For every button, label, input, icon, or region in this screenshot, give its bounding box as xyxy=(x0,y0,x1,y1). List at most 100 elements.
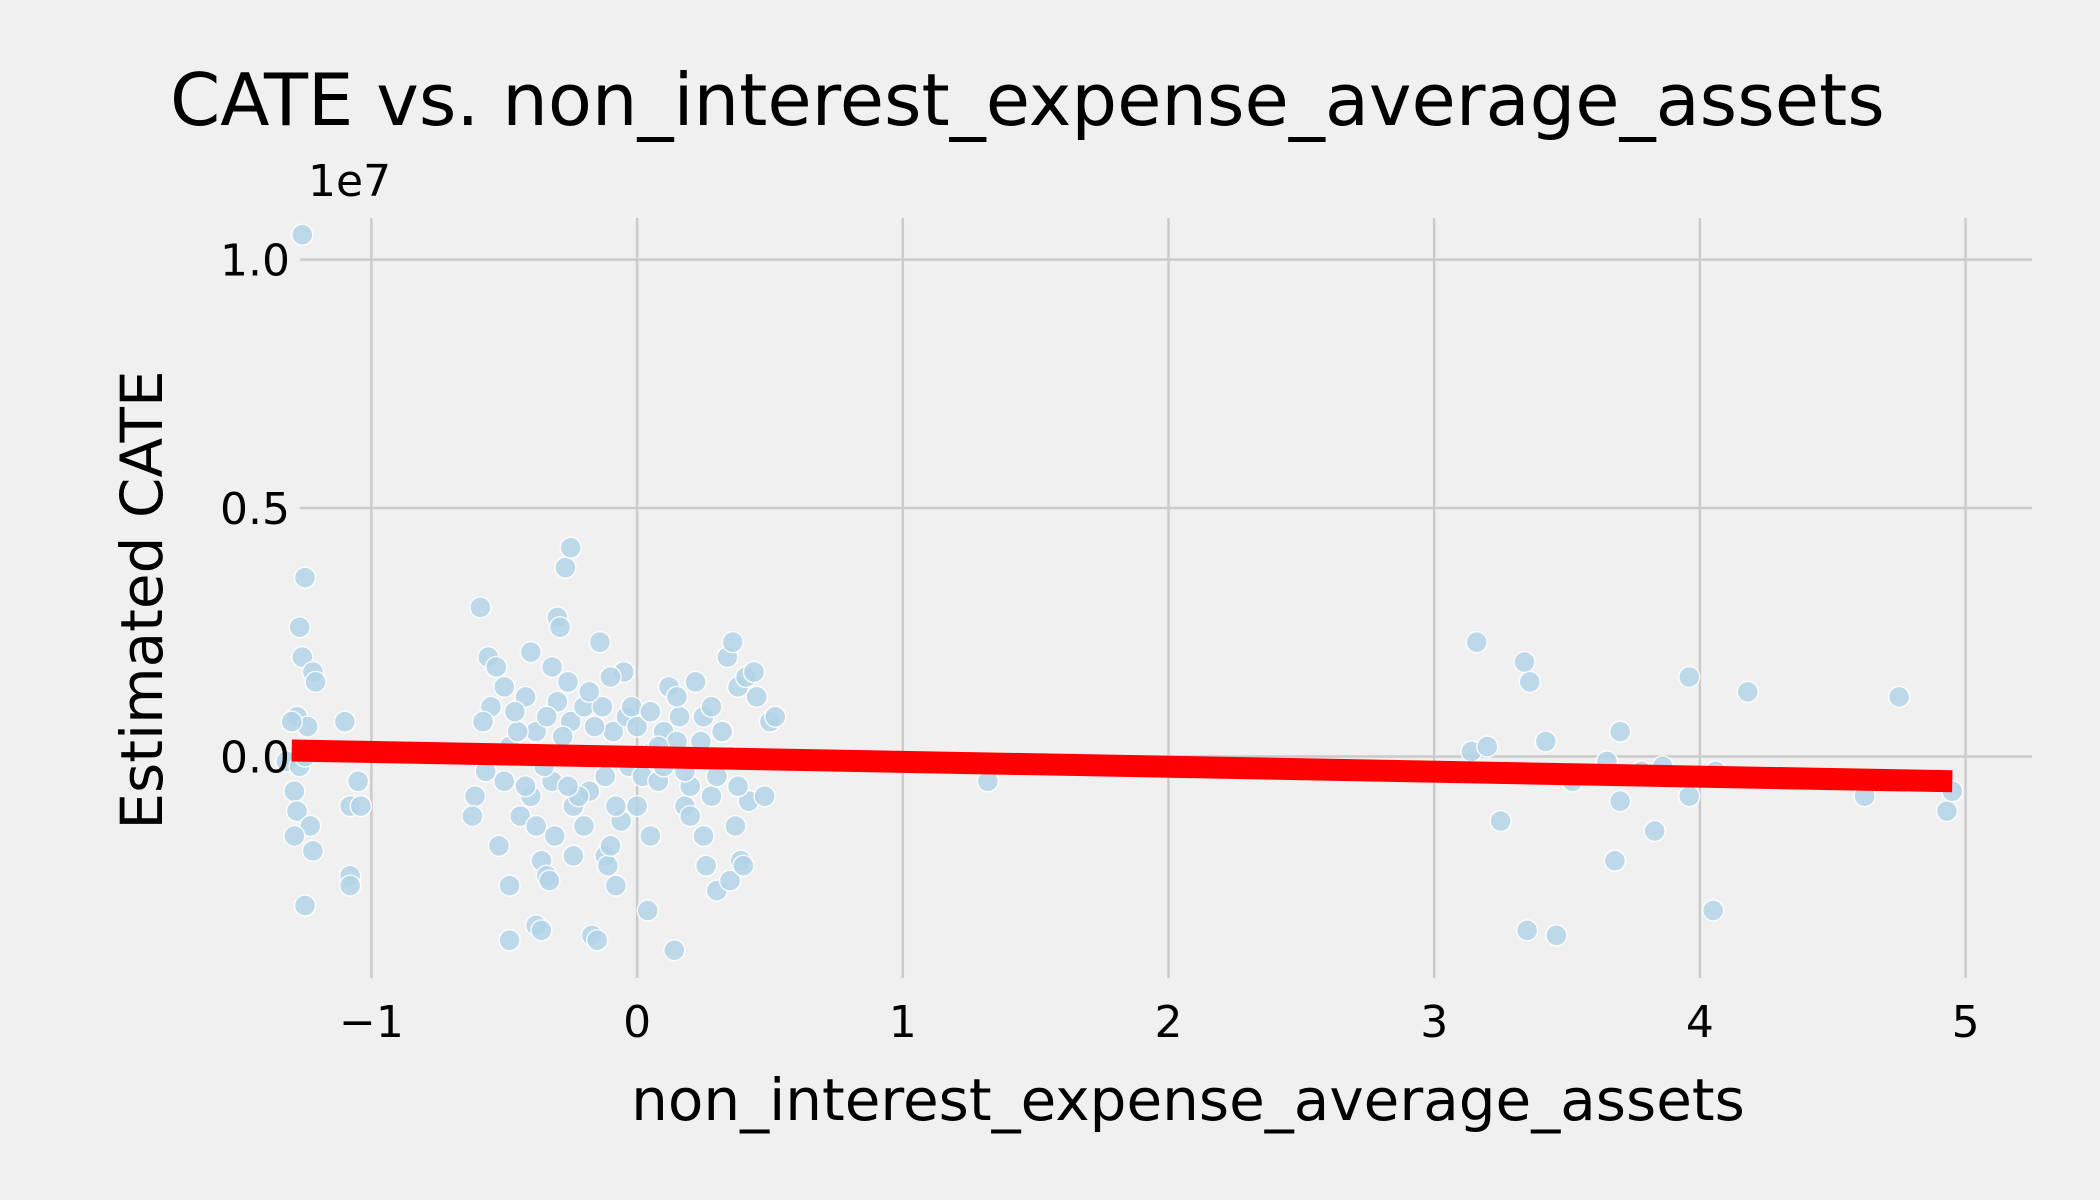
scatter-point xyxy=(538,869,561,892)
scatter-point xyxy=(469,596,492,619)
scatter-point xyxy=(540,655,564,679)
scatter-point xyxy=(742,660,766,684)
scatter-point xyxy=(1608,789,1632,813)
scatter-point xyxy=(485,655,508,679)
scatter-point xyxy=(599,665,622,689)
scatter-point xyxy=(471,710,495,733)
scatter-point xyxy=(1476,735,1499,758)
scatter-point xyxy=(572,814,596,838)
scatter-point xyxy=(668,705,691,728)
chart-title: CATE vs. non_interest_expense_average_as… xyxy=(170,58,1885,142)
scatter-point xyxy=(1887,685,1911,709)
scatter-point xyxy=(514,775,537,798)
scatter-point xyxy=(503,700,527,723)
scatter-point xyxy=(1489,809,1512,833)
y-tick-label: 0.0 xyxy=(220,732,290,783)
scatter-point xyxy=(636,899,659,922)
scatter-point xyxy=(1534,730,1558,753)
scatter-point xyxy=(338,874,362,897)
scatter-point xyxy=(583,715,606,738)
scatter-point xyxy=(493,675,516,699)
scatter-point xyxy=(554,556,577,579)
scatter-point xyxy=(508,804,532,828)
x-tick-label: 5 xyxy=(1952,997,1980,1048)
scatter-point xyxy=(283,824,306,848)
scatter-point xyxy=(694,854,718,878)
scatter-point xyxy=(543,824,566,848)
scatter-point xyxy=(639,700,662,723)
scatter-point xyxy=(732,854,755,878)
scatter-point xyxy=(692,824,715,848)
scatter-point xyxy=(586,929,609,952)
scatter-point xyxy=(578,680,601,704)
scatter-point xyxy=(588,630,612,654)
scatter-point xyxy=(665,685,689,709)
scatter-point xyxy=(1643,819,1666,843)
scatter-point xyxy=(753,784,776,808)
x-tick-label: 3 xyxy=(1420,997,1448,1048)
scatter-point xyxy=(461,804,484,828)
scatter-point xyxy=(299,814,322,838)
scatter-point xyxy=(498,874,521,897)
x-tick-label: 4 xyxy=(1686,997,1714,1048)
scatter-point xyxy=(556,670,580,694)
scatter-point xyxy=(625,794,649,818)
scatter-point xyxy=(562,844,585,868)
scatter-point xyxy=(591,695,614,719)
scatter-point xyxy=(663,938,686,962)
scatter-point xyxy=(293,894,317,917)
scatter-point xyxy=(745,685,768,709)
scatter-point xyxy=(301,839,325,863)
scatter-point xyxy=(280,710,303,733)
y-tick-label: 1.0 xyxy=(220,236,290,287)
scatter-points xyxy=(275,223,1964,962)
scatter-point xyxy=(620,695,644,719)
scatter-point xyxy=(599,834,622,858)
scatter-point xyxy=(678,804,702,828)
scatter-point xyxy=(493,770,516,793)
scatter-point xyxy=(498,929,521,952)
scatter-point xyxy=(721,630,745,654)
scatter-point xyxy=(718,869,742,892)
scatter-point xyxy=(551,725,574,748)
scatter-point xyxy=(1608,720,1632,743)
scatter-point xyxy=(1545,924,1568,947)
scatter-point xyxy=(506,720,529,743)
scatter-point xyxy=(559,536,582,560)
scatter-point xyxy=(293,566,317,589)
y-tick-label: 0.5 xyxy=(220,484,290,535)
scatter-point xyxy=(288,616,311,639)
x-tick-label: 2 xyxy=(1154,997,1182,1048)
scatter-point xyxy=(463,784,487,808)
scatter-point xyxy=(1513,650,1536,674)
scatter-point xyxy=(349,794,373,818)
scatter-point xyxy=(283,779,306,803)
scatter-point xyxy=(346,770,370,793)
scatter-point xyxy=(593,765,617,788)
regression-fit-line xyxy=(291,739,1953,793)
scatter-point xyxy=(1678,665,1701,689)
scatter-point xyxy=(764,705,787,728)
y-axis-multiplier: 1e7 xyxy=(308,156,391,207)
scatter-point xyxy=(684,670,707,694)
scatter-point xyxy=(285,799,309,823)
scatter-point xyxy=(487,834,511,858)
scatter-point xyxy=(556,775,580,798)
scatter-point xyxy=(535,705,559,728)
x-tick-label: 1 xyxy=(889,997,917,1048)
scatter-point xyxy=(530,919,553,942)
y-axis-label: Estimated CATE xyxy=(108,370,176,829)
scatter-point xyxy=(333,710,357,733)
scatter-point xyxy=(291,223,314,247)
scatter-point xyxy=(1701,899,1725,922)
scatter-point xyxy=(548,616,572,639)
scatter-point xyxy=(726,775,750,798)
scatter-point xyxy=(639,824,662,848)
scatter-point xyxy=(1465,630,1488,654)
scatter-point xyxy=(604,874,628,897)
scatter-point xyxy=(1736,680,1759,704)
scatter-point xyxy=(1678,784,1701,808)
scatter-point xyxy=(304,670,327,694)
